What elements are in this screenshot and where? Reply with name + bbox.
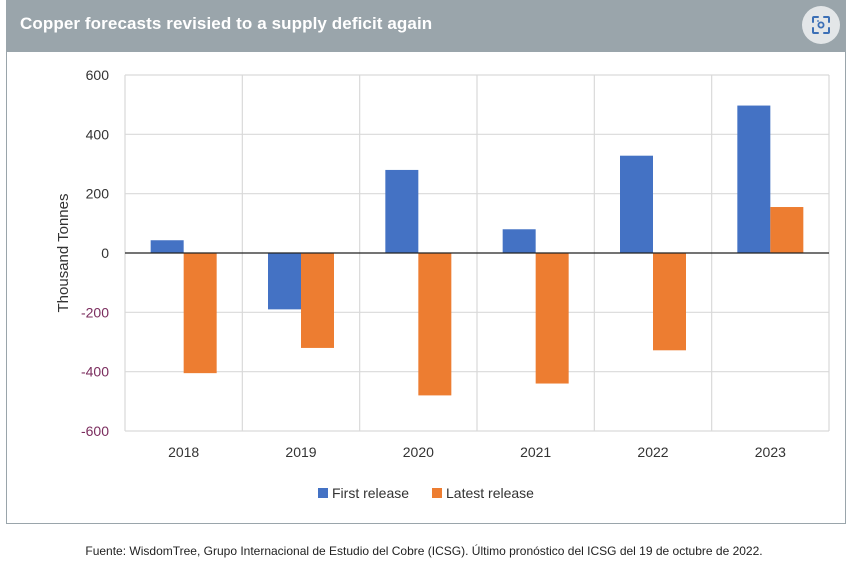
- legend-swatch-first-release: [318, 488, 328, 498]
- y-tick-label: 400: [86, 126, 110, 142]
- y-tick-label: 600: [86, 67, 110, 83]
- x-tick-label: 2020: [403, 444, 434, 460]
- bar-first-release-2023: [737, 105, 771, 253]
- chart-header: Copper forecasts revisied to a supply de…: [6, 0, 846, 52]
- x-tick-label: 2019: [285, 444, 316, 460]
- y-axis-title: Thousand Tonnes: [55, 194, 72, 313]
- axes: 600 400 200 0 -200 -400 -600 2018 2019 2020 2021 20…: [81, 67, 829, 460]
- y-tick-label: -400: [81, 364, 109, 380]
- bar-latest-release-2020: [418, 253, 452, 396]
- y-tick-label: -200: [81, 304, 109, 320]
- legend-label: First release: [332, 485, 409, 501]
- y-tick-label: 0: [101, 245, 109, 261]
- x-tick-label: 2021: [520, 444, 551, 460]
- bar-latest-release-2019: [301, 253, 334, 348]
- legend: First release Latest release: [318, 485, 534, 501]
- bar-latest-release-2023: [770, 207, 804, 253]
- visual-search-button[interactable]: [802, 6, 840, 44]
- bar-latest-release-2018: [183, 253, 217, 374]
- bar-latest-release-2022: [653, 253, 686, 351]
- y-tick-label: 200: [86, 186, 110, 202]
- legend-label: Latest release: [446, 485, 534, 501]
- bar-first-release-2019: [268, 253, 301, 310]
- visual-search-icon: [812, 16, 830, 34]
- bar-first-release-2022: [620, 155, 653, 253]
- y-tick-label: -600: [81, 423, 109, 439]
- legend-swatch-latest-release: [432, 488, 442, 498]
- x-tick-label: 2022: [637, 444, 668, 460]
- bar-first-release-2021: [502, 229, 536, 253]
- chart-title: Copper forecasts revisied to a supply de…: [20, 14, 433, 33]
- bar-latest-release-2021: [535, 253, 569, 384]
- bars: [150, 105, 804, 396]
- x-tick-label: 2018: [168, 444, 199, 460]
- bar-first-release-2020: [385, 169, 419, 253]
- bar-chart: 600 400 200 0 -200 -400 -600 2018 2019 2020 2021 20…: [55, 67, 830, 501]
- x-tick-label: 2023: [755, 444, 786, 460]
- source-footnote: Fuente: WisdomTree, Grupo Internacional …: [85, 544, 763, 558]
- bar-first-release-2018: [150, 240, 184, 253]
